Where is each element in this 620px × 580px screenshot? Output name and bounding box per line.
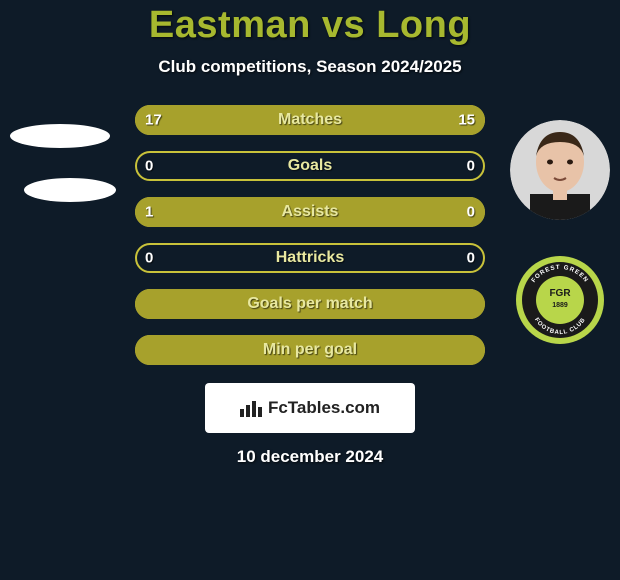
player-left-placeholder-1 [10,124,110,148]
brand-badge: FcTables.com [205,383,415,433]
stat-value-right: 15 [458,112,475,129]
stat-value-left: 0 [145,250,153,267]
stat-row: Goals 0 0 [135,151,485,181]
stat-value-left: 17 [145,112,162,129]
chart-bars-icon [240,399,262,417]
brand-text: FcTables.com [268,398,380,418]
stat-row: Assists 1 0 [135,197,485,227]
svg-text:FGR: FGR [549,288,571,299]
page-title: Eastman vs Long [149,4,471,47]
stat-label: Goals per match [247,295,372,313]
stat-row: Matches 17 15 [135,105,485,135]
svg-text:1889: 1889 [552,302,568,309]
player-right-photo [510,120,610,220]
stat-value-right: 0 [467,204,475,221]
stat-label: Assists [282,203,339,221]
date-line: 10 december 2024 [237,447,384,467]
subtitle: Club competitions, Season 2024/2025 [158,57,461,77]
stat-value-left: 0 [145,158,153,175]
stat-label: Goals [288,157,332,175]
stat-row: Hattricks 0 0 [135,243,485,273]
stat-label: Min per goal [263,341,357,359]
player-left-placeholder-2 [24,178,116,202]
stat-value-right: 0 [467,158,475,175]
stat-row: Goals per match [135,289,485,319]
stat-row: Min per goal [135,335,485,365]
stat-value-left: 1 [145,204,153,221]
club-right-badge: FGR 1889 FOREST GREEN FOOTBALL CLUB [515,255,605,345]
stat-value-right: 0 [467,250,475,267]
stat-label: Matches [278,111,342,129]
stat-label: Hattricks [276,249,344,267]
